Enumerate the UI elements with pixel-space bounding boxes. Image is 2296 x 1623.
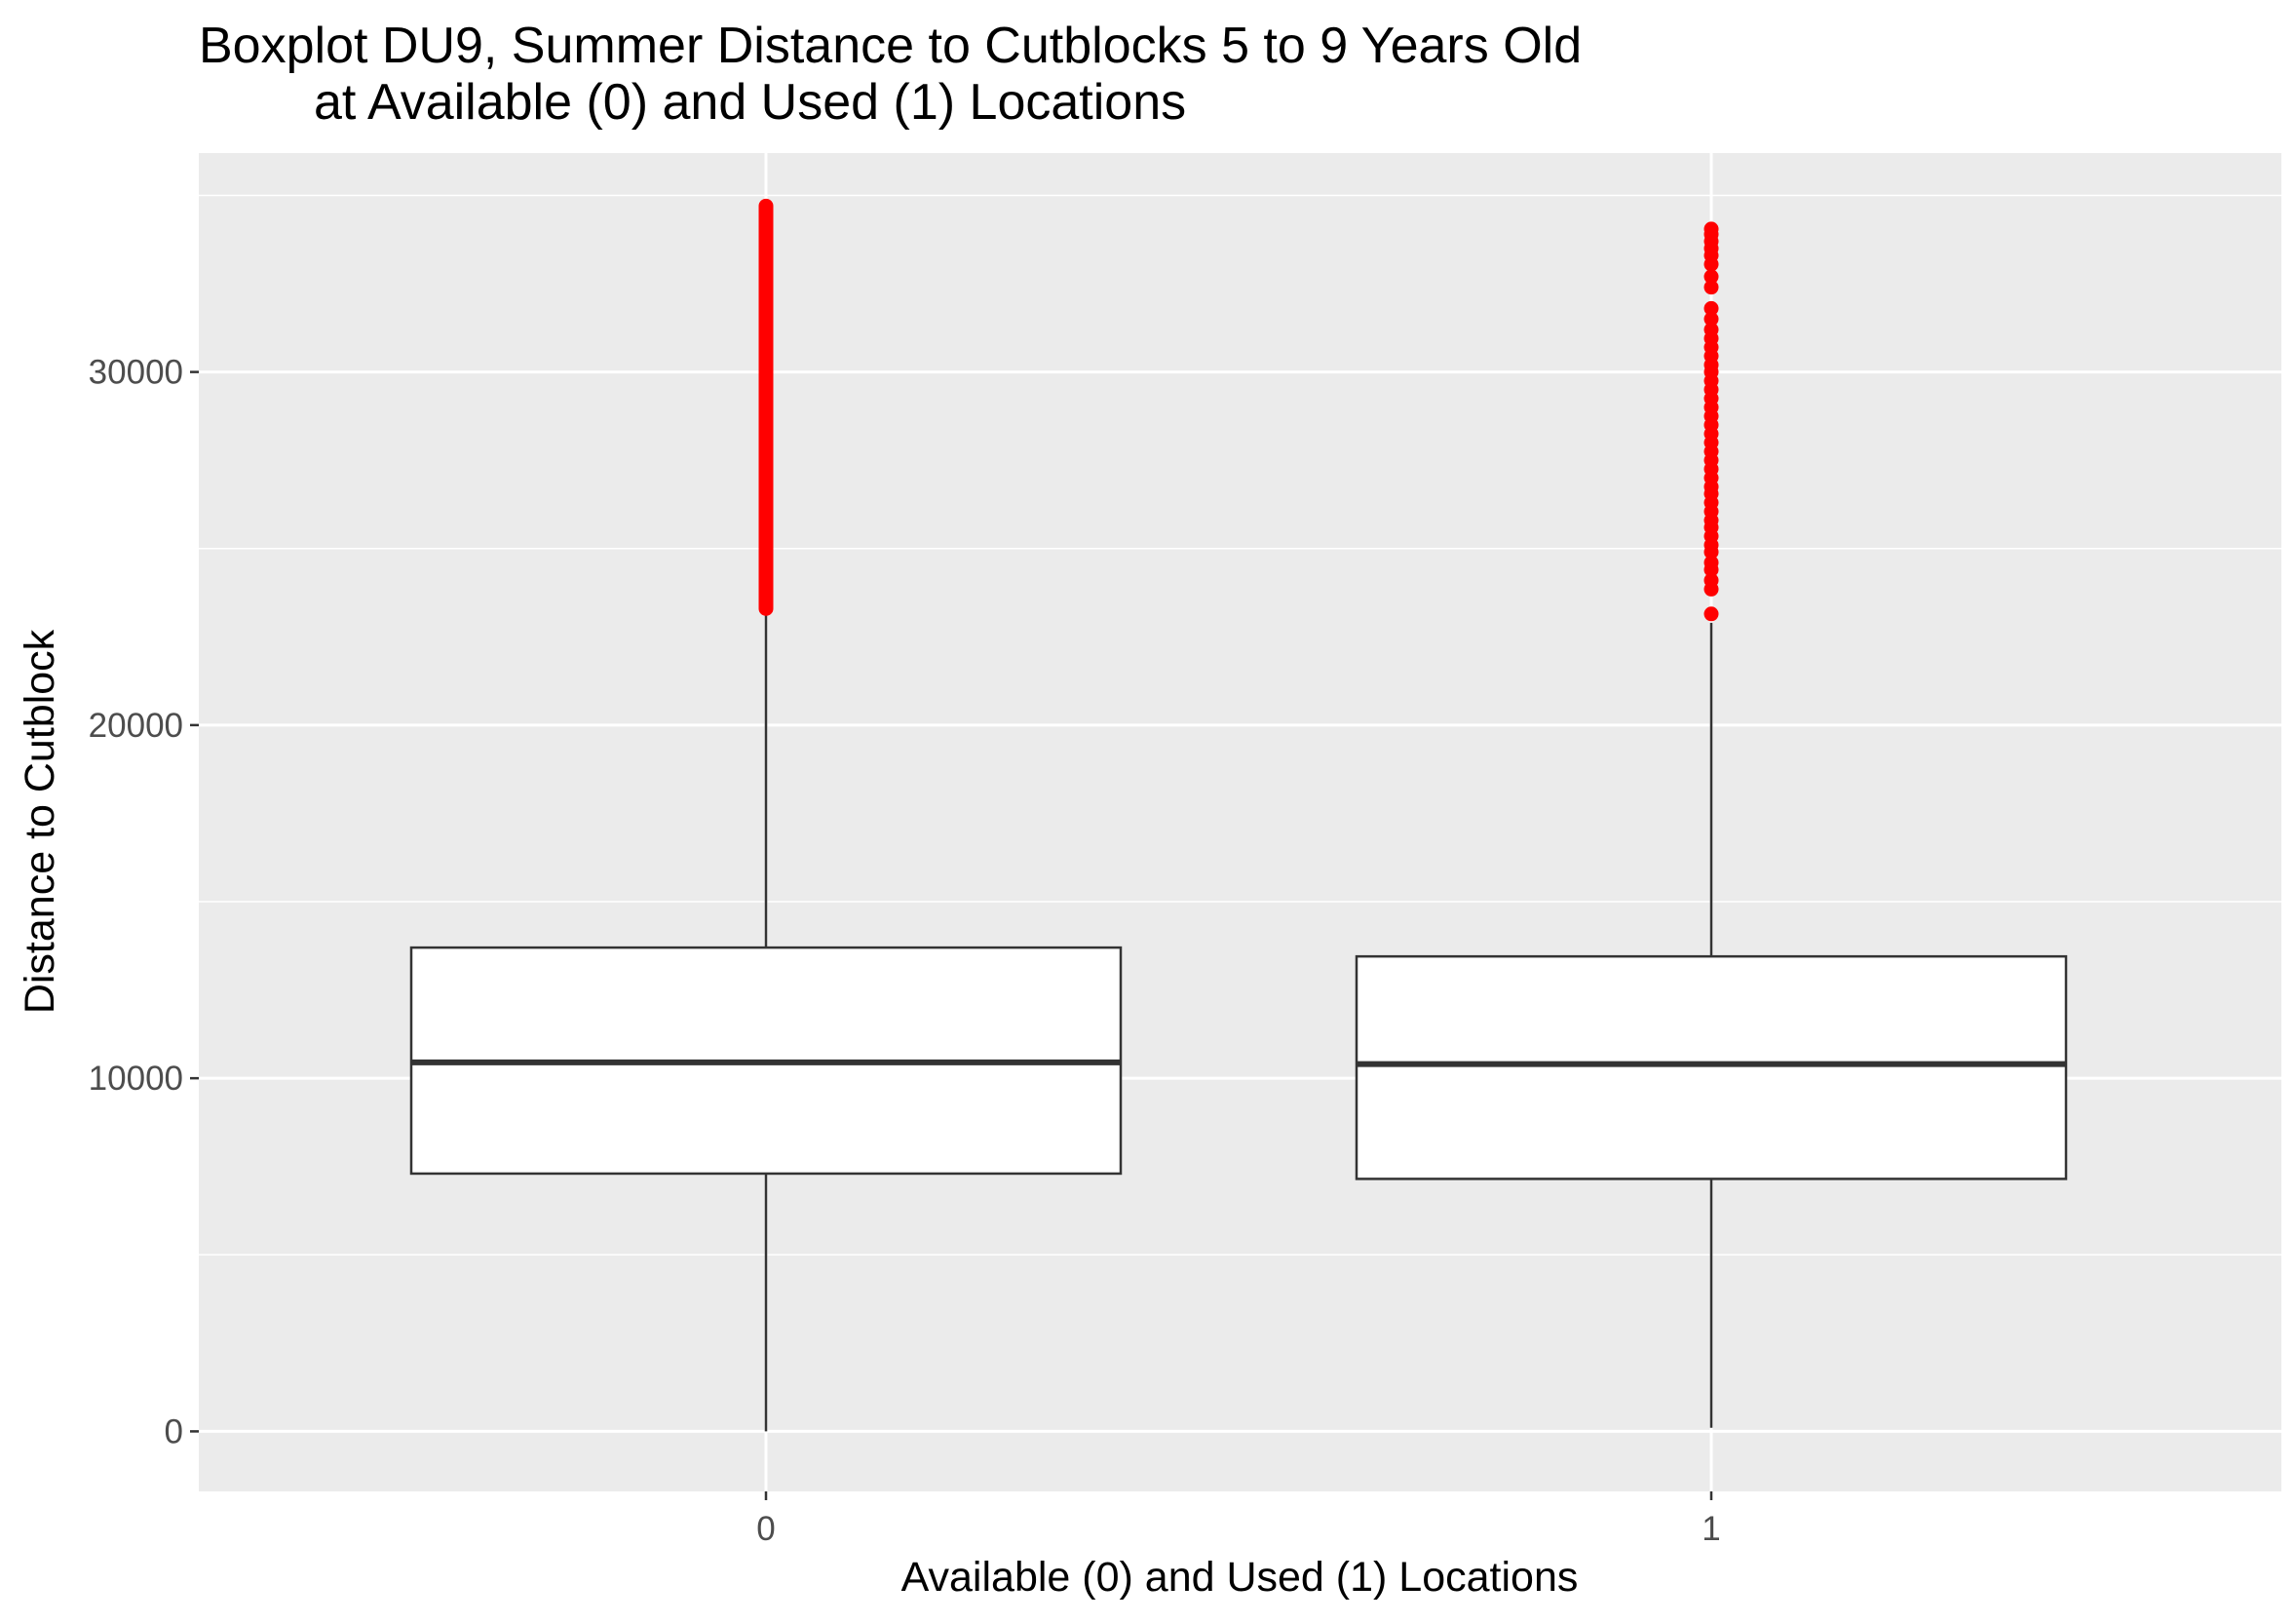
outlier-points-cluster: [758, 198, 774, 616]
outlier-point: [1703, 269, 1719, 285]
box-layer: [409, 608, 2068, 1432]
outlier-point: [1703, 572, 1719, 588]
x-tick-label: 0: [756, 1510, 775, 1548]
outlier-point: [1703, 311, 1719, 327]
outlier-point: [1703, 221, 1719, 237]
chart-title-line1: Boxplot DU9, Summer Distance to Cutblock…: [199, 18, 1582, 74]
y-tick-label: 20000: [89, 707, 183, 745]
y-tick-label: 0: [165, 1412, 183, 1450]
box-iqr: [1355, 954, 2068, 1180]
x-axis-title: Available (0) and Used (1) Locations: [901, 1554, 1579, 1601]
outlier-point: [1703, 280, 1719, 295]
outlier-point: [1703, 606, 1719, 622]
chart-title-line2: at Available (0) and Used (1) Locations: [314, 74, 1186, 131]
outlier-point: [1703, 555, 1719, 570]
y-axis-title: Distance to Cutblock: [17, 629, 63, 1014]
y-tick-label: 10000: [89, 1060, 183, 1098]
y-tick-label: 30000: [89, 354, 183, 392]
outlier-layer: [758, 198, 1719, 622]
axis-layer: 0 10000 20000 30000 0 1: [89, 354, 1721, 1548]
outlier-point: [1703, 322, 1719, 337]
outlier-point: [1703, 300, 1719, 316]
plot-panel: [199, 153, 2281, 1491]
x-tick-label: 1: [1702, 1510, 1720, 1548]
